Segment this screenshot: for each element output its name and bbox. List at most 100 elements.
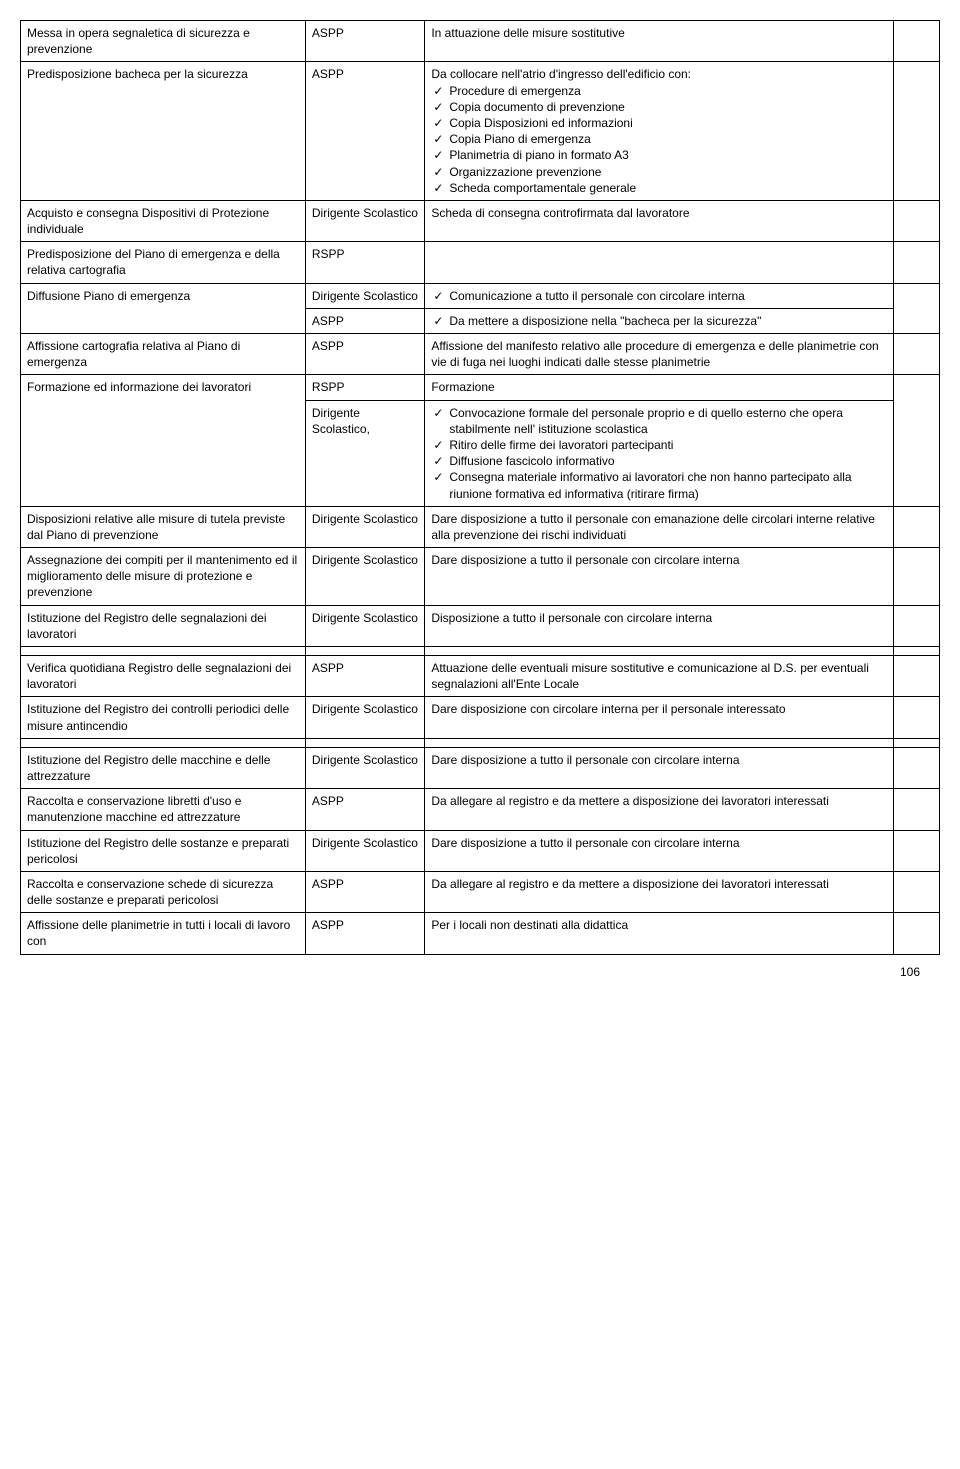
cell-notes: Dare disposizione con circolare interna …: [425, 697, 894, 738]
cell-notes: Dare disposizione a tutto il personale c…: [425, 830, 894, 871]
table-row: Istituzione del Registro dei controlli p…: [21, 697, 940, 738]
cell-responsible: RSPP: [305, 375, 424, 400]
cell-activity: Affissione delle planimetrie in tutti i …: [21, 913, 306, 954]
cell-activity: Raccolta e conservazione libretti d'uso …: [21, 789, 306, 830]
cell-activity: Formazione ed informazione dei lavorator…: [21, 375, 306, 506]
cell-empty: [894, 242, 940, 283]
cell-notes: Per i locali non destinati alla didattic…: [425, 913, 894, 954]
cell-notes: Da mettere a disposizione nella "bacheca…: [425, 308, 894, 333]
cell-responsible: ASPP: [305, 871, 424, 912]
cell-activity: Raccolta e conservazione schede di sicur…: [21, 871, 306, 912]
table-row: Diffusione Piano di emergenzaDirigente S…: [21, 283, 940, 308]
cell-activity: Messa in opera segnaletica di sicurezza …: [21, 21, 306, 62]
cell-notes: Dare disposizione a tutto il personale c…: [425, 506, 894, 547]
cell-notes: Da allegare al registro e da mettere a d…: [425, 871, 894, 912]
cell-notes: Da allegare al registro e da mettere a d…: [425, 789, 894, 830]
cell-empty: [894, 605, 940, 646]
cell-activity: Predisposizione del Piano di emergenza e…: [21, 242, 306, 283]
cell-responsible: [305, 738, 424, 747]
cell-empty: [894, 62, 940, 201]
cell-notes: In attuazione delle misure sostitutive: [425, 21, 894, 62]
cell-notes: Formazione: [425, 375, 894, 400]
cell-responsible: Dirigente Scolastico: [305, 200, 424, 241]
table-row: Istituzione del Registro delle macchine …: [21, 747, 940, 788]
table-row: Predisposizione bacheca per la sicurezza…: [21, 62, 940, 201]
table-row: Raccolta e conservazione libretti d'uso …: [21, 789, 940, 830]
cell-activity: Istituzione del Registro dei controlli p…: [21, 697, 306, 738]
cell-activity: Istituzione del Registro delle sostanze …: [21, 830, 306, 871]
cell-activity: Diffusione Piano di emergenza: [21, 283, 306, 333]
cell-notes: Scheda di consegna controfirmata dal lav…: [425, 200, 894, 241]
cell-empty: [894, 913, 940, 954]
cell-empty: [894, 830, 940, 871]
cell-responsible: ASPP: [305, 62, 424, 201]
table-row: [21, 738, 940, 747]
cell-responsible: ASPP: [305, 308, 424, 333]
cell-activity: Acquisto e consegna Dispositivi di Prote…: [21, 200, 306, 241]
cell-responsible: Dirigente Scolastico: [305, 747, 424, 788]
cell-empty: [894, 747, 940, 788]
cell-responsible: Dirigente Scolastico: [305, 283, 424, 308]
cell-empty: [894, 283, 940, 333]
cell-empty: [894, 548, 940, 606]
cell-empty: [894, 789, 940, 830]
cell-notes: [425, 242, 894, 283]
cell-responsible: Dirigente Scolastico,: [305, 400, 424, 506]
cell-responsible: ASPP: [305, 913, 424, 954]
cell-activity: Affissione cartografia relativa al Piano…: [21, 334, 306, 375]
cell-activity: [21, 738, 306, 747]
cell-notes: Affissione del manifesto relativo alle p…: [425, 334, 894, 375]
table-row: Verifica quotidiana Registro delle segna…: [21, 656, 940, 697]
cell-activity: Assegnazione dei compiti per il mantenim…: [21, 548, 306, 606]
cell-empty: [894, 21, 940, 62]
document-table: Messa in opera segnaletica di sicurezza …: [20, 20, 940, 955]
cell-responsible: Dirigente Scolastico: [305, 605, 424, 646]
cell-notes: Disposizione a tutto il personale con ci…: [425, 605, 894, 646]
table-row: Messa in opera segnaletica di sicurezza …: [21, 21, 940, 62]
cell-empty: [894, 647, 940, 656]
cell-notes: Dare disposizione a tutto il personale c…: [425, 548, 894, 606]
cell-responsible: RSPP: [305, 242, 424, 283]
page-number: 106: [20, 965, 940, 979]
cell-empty: [894, 200, 940, 241]
cell-responsible: Dirigente Scolastico: [305, 548, 424, 606]
table-row: Formazione ed informazione dei lavorator…: [21, 375, 940, 400]
cell-responsible: Dirigente Scolastico: [305, 830, 424, 871]
cell-responsible: ASPP: [305, 334, 424, 375]
cell-activity: Predisposizione bacheca per la sicurezza: [21, 62, 306, 201]
table-row: Assegnazione dei compiti per il mantenim…: [21, 548, 940, 606]
cell-empty: [894, 334, 940, 375]
cell-activity: [21, 647, 306, 656]
table-row: Acquisto e consegna Dispositivi di Prote…: [21, 200, 940, 241]
cell-empty: [894, 656, 940, 697]
table-row: Predisposizione del Piano di emergenza e…: [21, 242, 940, 283]
table-row: Istituzione del Registro delle sostanze …: [21, 830, 940, 871]
cell-responsible: ASPP: [305, 21, 424, 62]
cell-responsible: ASPP: [305, 656, 424, 697]
cell-responsible: ASPP: [305, 789, 424, 830]
cell-activity: Istituzione del Registro delle segnalazi…: [21, 605, 306, 646]
table-row: Affissione delle planimetrie in tutti i …: [21, 913, 940, 954]
cell-notes: Dare disposizione a tutto il personale c…: [425, 747, 894, 788]
table-row: Affissione cartografia relativa al Piano…: [21, 334, 940, 375]
table-row: [21, 647, 940, 656]
cell-notes: Da collocare nell'atrio d'ingresso dell'…: [425, 62, 894, 201]
cell-responsible: [305, 647, 424, 656]
cell-empty: [894, 697, 940, 738]
cell-notes: [425, 738, 894, 747]
cell-responsible: Dirigente Scolastico: [305, 697, 424, 738]
cell-empty: [894, 871, 940, 912]
cell-notes: Convocazione formale del personale propr…: [425, 400, 894, 506]
cell-activity: Disposizioni relative alle misure di tut…: [21, 506, 306, 547]
cell-empty: [894, 506, 940, 547]
cell-notes: [425, 647, 894, 656]
table-row: Raccolta e conservazione schede di sicur…: [21, 871, 940, 912]
cell-empty: [894, 738, 940, 747]
table-row: Disposizioni relative alle misure di tut…: [21, 506, 940, 547]
table-row: Istituzione del Registro delle segnalazi…: [21, 605, 940, 646]
cell-empty: [894, 375, 940, 506]
cell-activity: Istituzione del Registro delle macchine …: [21, 747, 306, 788]
cell-notes: Attuazione delle eventuali misure sostit…: [425, 656, 894, 697]
cell-activity: Verifica quotidiana Registro delle segna…: [21, 656, 306, 697]
cell-responsible: Dirigente Scolastico: [305, 506, 424, 547]
